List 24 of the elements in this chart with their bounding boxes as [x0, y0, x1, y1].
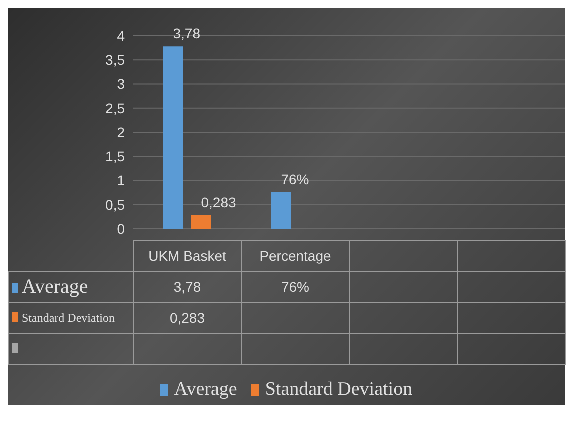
text: 3,78	[173, 26, 200, 42]
bar	[163, 46, 184, 229]
y-tick-label: 2	[117, 124, 126, 140]
text: Average	[174, 379, 238, 400]
bar	[271, 192, 292, 229]
y-tick-label: 0	[117, 220, 126, 237]
data-label: 0,283	[201, 194, 236, 210]
table-cell: Percentage	[242, 240, 350, 272]
text: 76%	[281, 171, 310, 188]
text: Standard Deviation	[265, 379, 413, 400]
y-tick-label: 3,5	[106, 52, 126, 68]
table-cell: 3,78	[134, 272, 242, 302]
y-tick-label: 4	[117, 28, 126, 44]
table-cell: 76%	[242, 272, 350, 302]
y-tick-label: 3	[117, 76, 126, 92]
table-cell: 0,283	[134, 302, 242, 334]
bar	[191, 215, 212, 229]
table-cell: Average	[8, 272, 134, 302]
table-cell: UKM Basket	[134, 240, 242, 272]
y-tick-label: 1,5	[106, 148, 126, 165]
table-cell: Standard Deviation	[8, 302, 134, 334]
y-tick-label: 1	[117, 172, 126, 189]
y-tick-label: 0,5	[106, 196, 126, 213]
y-tick-label: 2,5	[106, 100, 126, 116]
